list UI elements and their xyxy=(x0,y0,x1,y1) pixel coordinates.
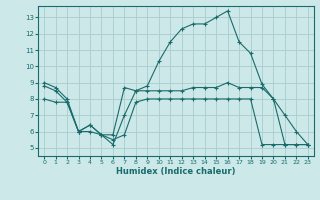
X-axis label: Humidex (Indice chaleur): Humidex (Indice chaleur) xyxy=(116,167,236,176)
